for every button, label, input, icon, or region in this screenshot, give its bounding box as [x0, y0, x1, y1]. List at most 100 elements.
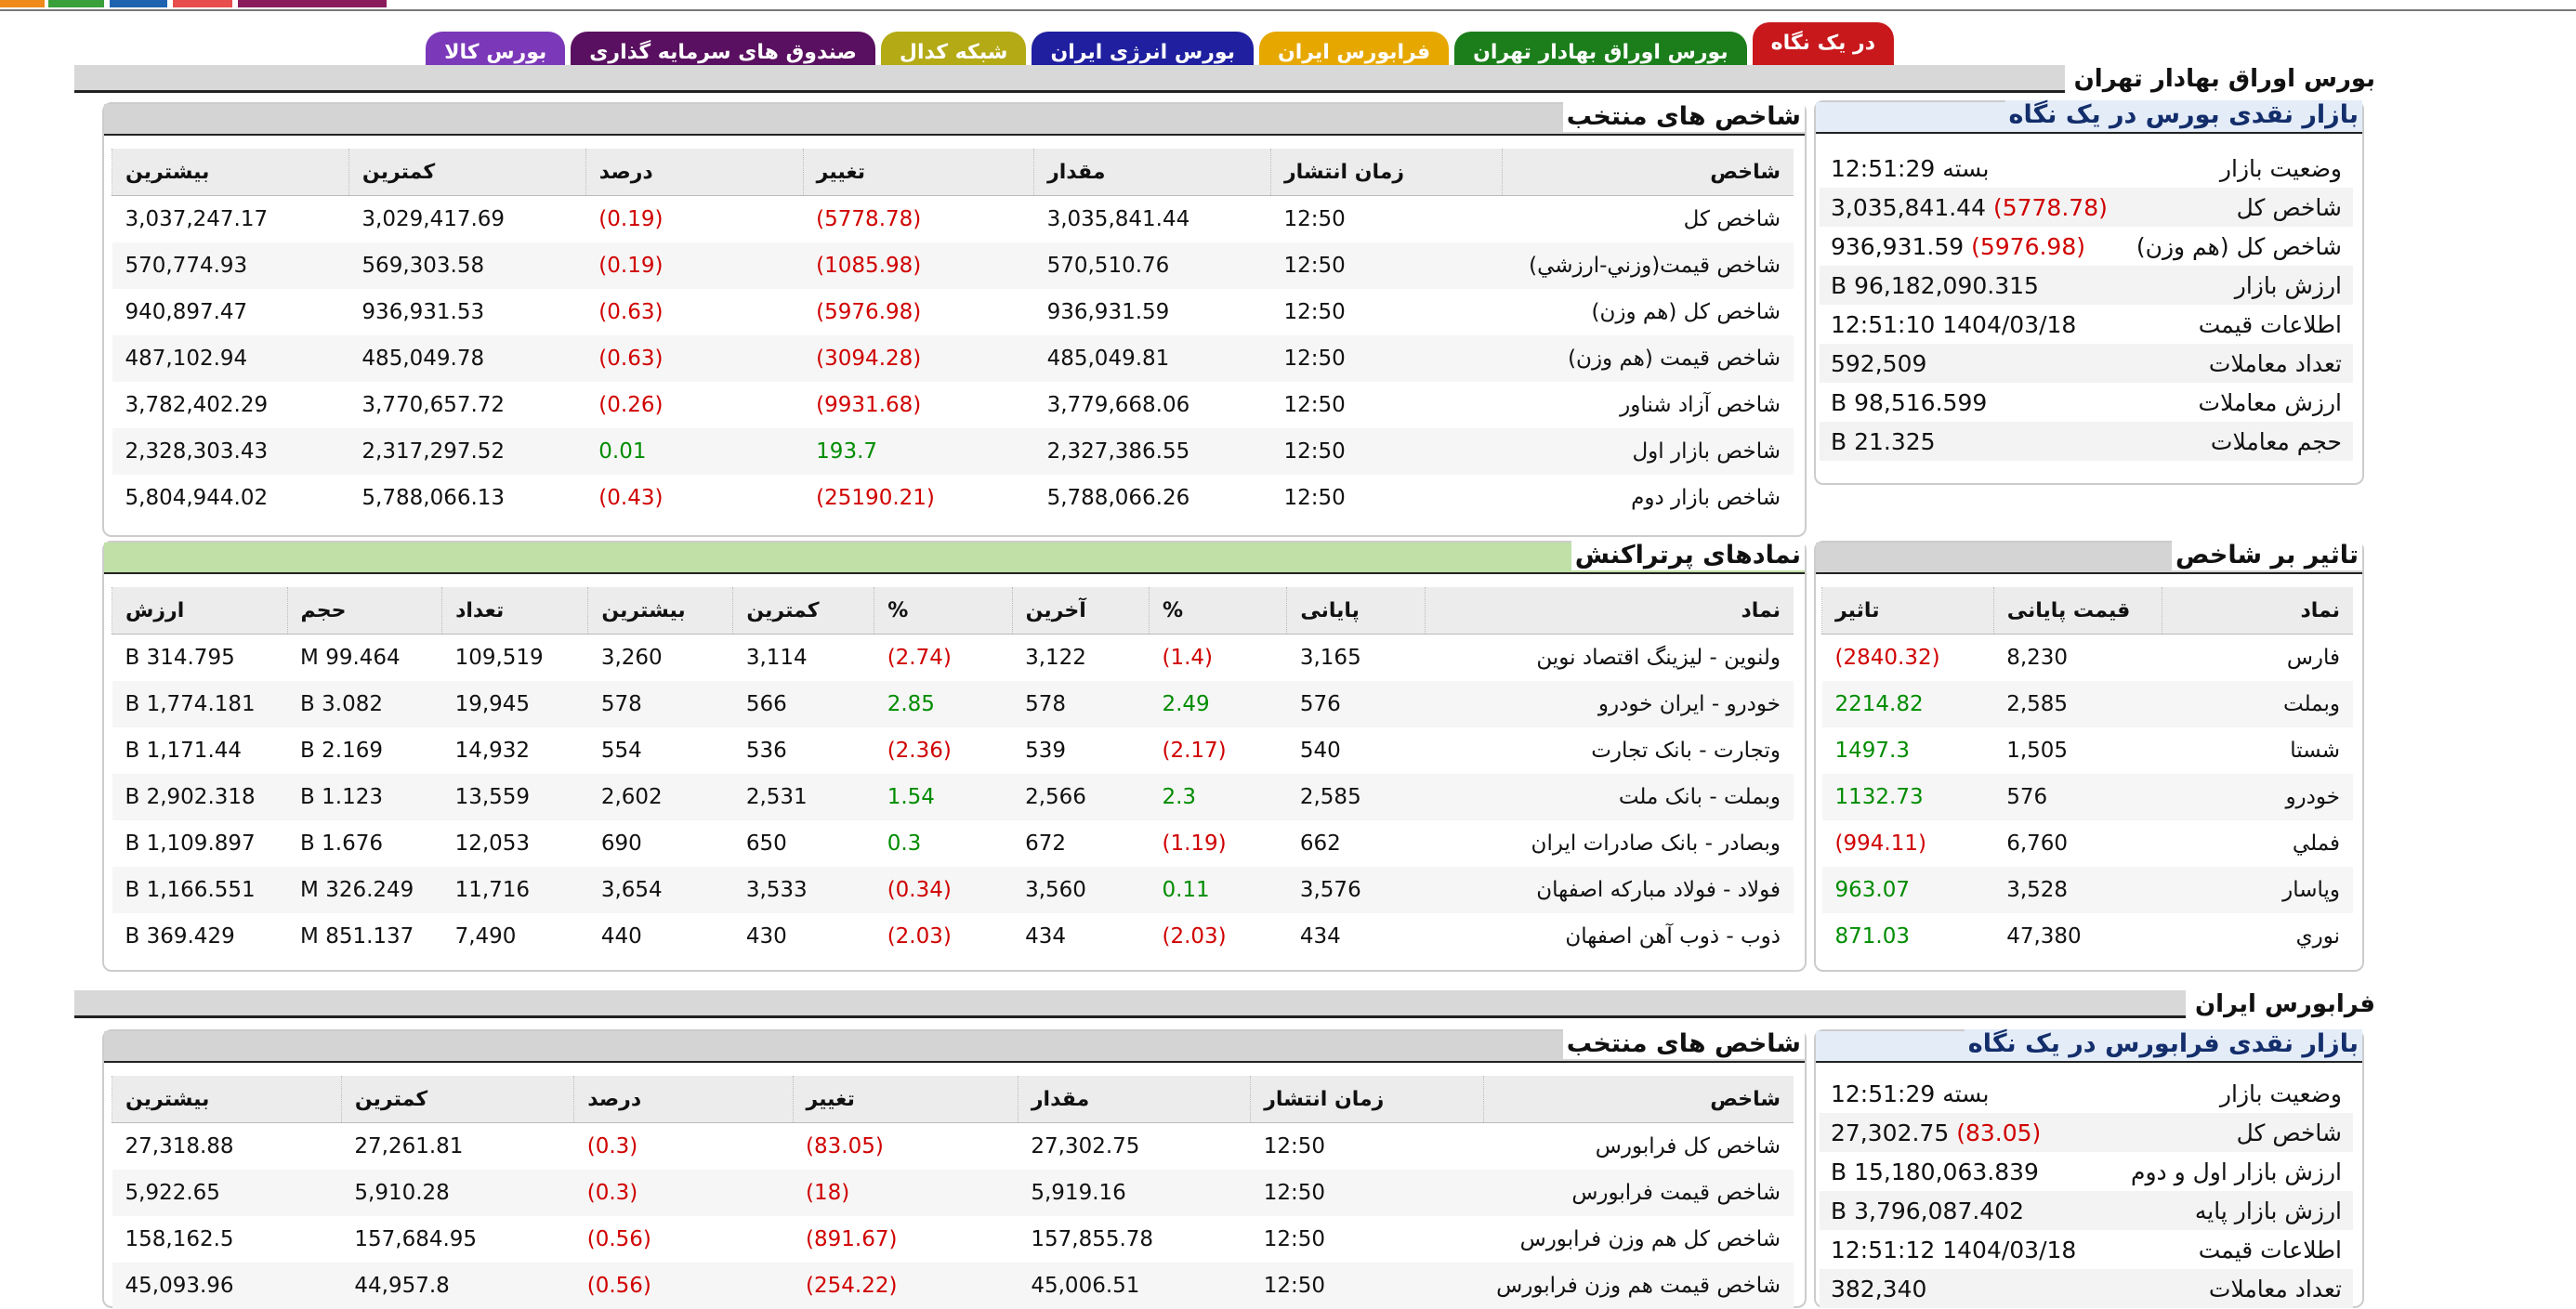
column-header[interactable]: نماد [2162, 587, 2353, 635]
row-name[interactable]: فولاد - فولاد مبارکه اصفهان [1425, 867, 1794, 913]
cell: 576 [1286, 681, 1426, 727]
impact-table: نماد قیمت پایانی تاثیر فارس 8,230 (2840.32) وب… [1821, 587, 2353, 960]
row-name[interactable]: وپاسار [2162, 867, 2353, 913]
cell: 1.54 [874, 774, 1013, 820]
summary-value: 21.325 B [1820, 422, 2123, 461]
table-row: شاخص آزاد شناور 12:50 3,779,668.06 (9931.68… [112, 382, 1794, 428]
column-header[interactable]: آخرین [1011, 587, 1150, 635]
column-header[interactable]: % [874, 587, 1013, 635]
column-header[interactable]: شاخص [1482, 1076, 1794, 1123]
summary-number: 936,931.59 [1831, 232, 1965, 260]
section-title: بورس اوراق بهادار تهران [2064, 65, 2375, 93]
row-name[interactable]: شاخص بازار اول [1502, 428, 1794, 475]
table-row: شاخص قیمت (هم وزن) 12:50 485,049.81 (3094.2… [112, 335, 1794, 382]
cell: 12:50 [1250, 1170, 1484, 1216]
column-header[interactable]: تاثیر [1821, 587, 1994, 635]
summary-value: (5976.98) 936,931.59 [1820, 227, 2123, 266]
table-row: فارس 8,230 (2840.32) [1822, 635, 2354, 682]
summary-row: حجم معاملات 21.325 B [1820, 422, 2353, 461]
column-header[interactable]: حجم [286, 587, 442, 635]
column-header[interactable]: مقدار [1033, 149, 1271, 196]
row-name[interactable]: شاخص بازار دوم [1631, 486, 1781, 510]
column-header[interactable]: کمترین [340, 1076, 574, 1123]
cell: 2.3 [1149, 774, 1287, 820]
cell: (2.03) [887, 924, 952, 949]
row-name[interactable]: شاخص آزاد شناور [1620, 393, 1781, 417]
column-header[interactable]: درصد [573, 1076, 794, 1123]
summary-label: تعداد معاملات [2122, 344, 2353, 383]
row-name[interactable]: شستا [2290, 739, 2340, 763]
cell: (0.26) [598, 393, 664, 417]
cell: 12:50 [1283, 486, 1346, 510]
row-name[interactable]: شاخص قیمت هم وزن فرابورس [1483, 1263, 1794, 1309]
column-header[interactable]: کمترین [732, 587, 874, 635]
table-row: شاخص قیمت(وزني-ارزشي) 12:50 570,510.76 (108… [112, 242, 1794, 289]
table-row: نوري 47,380 871.03 [1822, 913, 2354, 960]
cell: 5,919.16 [1018, 1170, 1251, 1216]
cell: (891.67) [806, 1227, 898, 1251]
row-name[interactable]: نوري [2295, 924, 2340, 949]
header-row: شاخص زمان انتشار مقدار تغییر درصد کمترین بیشتر… [112, 1076, 1794, 1123]
row-name[interactable]: وتجارت - بانک تجارت [1591, 739, 1781, 763]
cell: 314.795 B [125, 646, 235, 670]
row-name[interactable]: شاخص کل هم وزن فرابورس [1519, 1227, 1781, 1251]
column-header[interactable]: بیشترین [587, 587, 733, 635]
column-header[interactable]: زمان انتشار [1250, 1076, 1484, 1123]
column-header[interactable]: تغییر [792, 1076, 1019, 1123]
row-name[interactable]: فارس [2286, 646, 2340, 670]
column-header[interactable]: % [1148, 587, 1287, 635]
cell: 157,855.78 [1031, 1227, 1154, 1251]
tab-1[interactable]: در یک نگاه [1752, 22, 1894, 72]
cell: 662 [1299, 831, 1341, 856]
cell: 27,302.75 [1031, 1134, 1140, 1158]
cell: 8,230 [2006, 646, 2069, 670]
row-name[interactable]: ذوب - ذوب آهن اصفهان [1565, 924, 1781, 949]
cell: 47,380 [2006, 924, 2082, 949]
cell: 578 [587, 681, 733, 727]
column-header[interactable]: ارزش [112, 587, 288, 635]
cell: 576 [1993, 774, 2162, 820]
summary-label: اطلاعات قیمت [2198, 1236, 2342, 1263]
row-name[interactable]: شاخص کل فرابورس [1595, 1134, 1781, 1158]
row-name[interactable]: وبصادر - بانک صادرات ایران [1531, 831, 1781, 856]
column-header[interactable]: بیشترین [112, 1076, 342, 1123]
row-name[interactable]: شاخص قیمت(وزني-ارزشي) [1502, 242, 1794, 289]
row-name[interactable]: وبملت [2162, 681, 2353, 727]
column-header[interactable]: درصد [585, 149, 804, 196]
row-name[interactable]: ولنوین - لیزینگ اقتصاد نوین [1536, 646, 1781, 670]
cell: 540 [1299, 739, 1341, 763]
column-header[interactable]: بیشترین [112, 149, 349, 196]
column-header[interactable]: کمترین [348, 149, 586, 196]
column-header[interactable]: زمان انتشار [1269, 149, 1503, 196]
column-header[interactable]: پایانی [1286, 587, 1426, 635]
summary-row: تعداد معاملات 592,509 [1820, 344, 2353, 383]
cell: 12:50 [1250, 1263, 1484, 1309]
table-row: وبملت - بانک ملت 2,585 2.3 2,566 1.54 2,531 2,… [112, 774, 1794, 820]
cell: 1,505 [2006, 739, 2069, 763]
row-name[interactable]: فملي [2292, 831, 2340, 856]
cell: 2,327,386.55 [1033, 428, 1271, 475]
summary-value: (83.05) 27,302.75 [1820, 1113, 2105, 1152]
row-name[interactable]: شاخص قیمت (هم وزن) [1502, 335, 1794, 382]
column-header[interactable]: تعداد [441, 587, 588, 635]
cell: (0.3) [586, 1134, 638, 1158]
summary-label: وضعیت بازار [2219, 154, 2342, 182]
summary-value: 3,796,087.402 B [1820, 1191, 2105, 1230]
column-header[interactable]: مقدار [1017, 1076, 1251, 1123]
row-name[interactable]: خودرو - ایران خودرو [1425, 681, 1794, 727]
column-header[interactable]: قیمت پایانی [1992, 587, 2162, 635]
header-row: نماد قیمت پایانی تاثیر [1821, 587, 2353, 635]
column-header[interactable]: شاخص [1501, 149, 1794, 196]
row-name[interactable]: خودرو [2162, 774, 2353, 820]
cell: 2.169 B [300, 739, 383, 763]
row-name[interactable]: شاخص کل [1683, 207, 1781, 231]
panel-header: شاخص های منتخب [104, 1029, 1805, 1063]
column-header[interactable]: نماد [1424, 587, 1794, 635]
summary-value: 592,509 [1820, 344, 2123, 383]
row-name[interactable]: شاخص قیمت فرابورس [1483, 1170, 1794, 1216]
row-name[interactable]: شاخص کل (هم وزن) [1591, 300, 1781, 324]
row-name[interactable]: وبملت - بانک ملت [1425, 774, 1794, 820]
column-header[interactable]: تغییر [802, 149, 1034, 196]
panel-title: نمادهای پرتراکنش [1571, 541, 1805, 570]
summary-number: 3,035,841.44 [1831, 193, 1986, 221]
